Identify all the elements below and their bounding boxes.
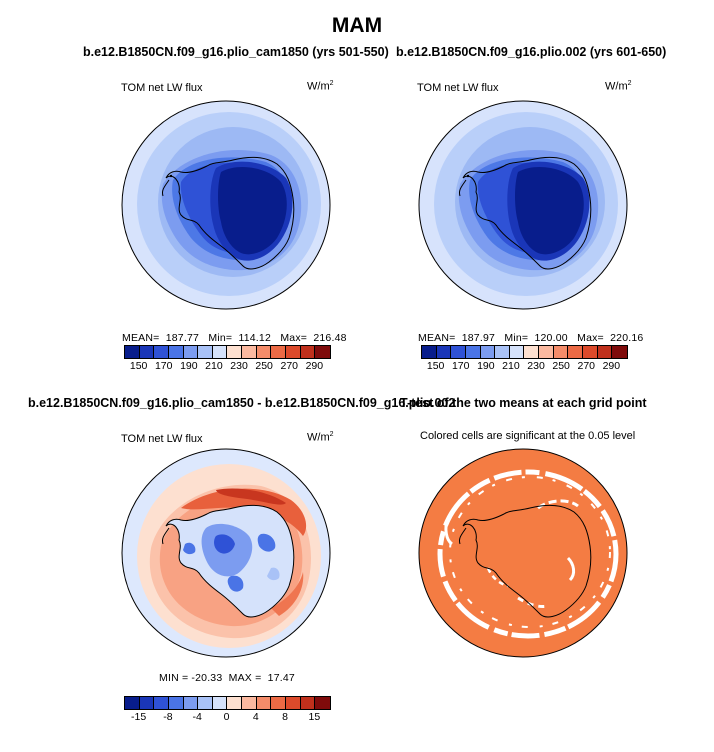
colorbar-swatch (612, 346, 627, 358)
colorbar-swatch (183, 697, 199, 709)
colorbar-swatch (300, 697, 316, 709)
panel1-subtitle: TOM net LW flux (121, 82, 203, 94)
colorbar-swatch (168, 697, 184, 709)
colorbar-tick-label: 250 (255, 360, 273, 372)
colorbar-swatch (597, 346, 613, 358)
colorbar-tick-label: -15 (131, 711, 147, 723)
panel3-title: b.e12.B1850CN.f09_g16.plio_cam1850 - b.e… (28, 396, 456, 410)
colorbar-tick-label: 150 (426, 360, 445, 372)
panel1-colorbar (124, 345, 331, 359)
panel2-title: b.e12.B1850CN.f09_g16.plio.002 (yrs 601-… (396, 45, 667, 59)
colorbar-swatch (154, 697, 169, 709)
colorbar-tick-label: 210 (502, 360, 520, 372)
colorbar-swatch (315, 346, 330, 358)
panel2-subtitle: TOM net LW flux (417, 82, 499, 94)
colorbar-swatch (583, 346, 598, 358)
panel3-units: W/m2 (307, 431, 334, 444)
panel3-colorbar (124, 696, 331, 710)
panel2-units: W/m2 (605, 80, 632, 93)
panel1-stats: MEAN= 187.77 Min= 114.12 Max= 216.48 (122, 332, 347, 344)
colorbar-swatch (242, 697, 257, 709)
colorbar-swatch (256, 697, 272, 709)
colorbar-swatch (539, 346, 554, 358)
colorbar-swatch (509, 346, 525, 358)
colorbar-tick-label: -8 (163, 711, 173, 723)
colorbar-tick-label: 0 (223, 711, 230, 723)
panel4-map (418, 448, 628, 658)
panel1-map (121, 100, 331, 310)
colorbar-swatch (139, 346, 155, 358)
colorbar-tick-label: 290 (602, 360, 621, 372)
panel1-units: W/m2 (307, 80, 334, 93)
colorbar-swatch (315, 697, 330, 709)
colorbar-tick-label: 290 (305, 360, 324, 372)
panel2-colorbar-ticks: 150 170 190 210 230 250 270 290 (421, 360, 626, 374)
colorbar-swatch (168, 346, 184, 358)
colorbar-tick-label: 170 (154, 360, 173, 372)
panel4-subtitle: Colored cells are significant at the 0.0… (420, 430, 636, 442)
colorbar-swatch (227, 697, 243, 709)
colorbar-tick-label: -4 (192, 711, 202, 723)
panel2-stats: MEAN= 187.97 Min= 120.00 Max= 220.16 (418, 332, 644, 344)
colorbar-swatch (495, 346, 510, 358)
panel3-colorbar-ticks: -15 -8 -4 0 4 8 15 (124, 711, 329, 725)
colorbar-swatch (227, 346, 243, 358)
colorbar-swatch (271, 346, 287, 358)
colorbar-swatch (198, 346, 213, 358)
colorbar-tick-label: 270 (577, 360, 596, 372)
panel1-title: b.e12.B1850CN.f09_g16.plio_cam1850 (yrs … (83, 45, 389, 59)
colorbar-tick-label: 8 (282, 711, 288, 723)
colorbar-tick-label: 250 (552, 360, 570, 372)
colorbar-swatch (125, 697, 140, 709)
colorbar-tick-label: 15 (308, 711, 321, 723)
colorbar-tick-label: 270 (280, 360, 299, 372)
colorbar-tick-label: 230 (527, 360, 545, 372)
panel3-stats: MIN = -20.33 MAX = 17.47 (159, 672, 295, 684)
colorbar-swatch (286, 346, 301, 358)
colorbar-swatch (422, 346, 437, 358)
panel3-map (121, 448, 331, 658)
colorbar-swatch (465, 346, 481, 358)
panel4-title: T-test of the two means at each grid poi… (400, 396, 647, 410)
colorbar-swatch (125, 346, 140, 358)
panel2-map (418, 100, 628, 310)
colorbar-swatch (451, 346, 466, 358)
figure-title: MAM (331, 14, 383, 37)
colorbar-swatch (198, 697, 213, 709)
colorbar-swatch (300, 346, 316, 358)
colorbar-swatch (139, 697, 155, 709)
panel3-subtitle: TOM net LW flux (121, 433, 203, 445)
colorbar-swatch (568, 346, 584, 358)
panel2-colorbar (421, 345, 628, 359)
colorbar-swatch (212, 697, 228, 709)
colorbar-tick-label: 4 (252, 711, 259, 723)
colorbar-swatch (154, 346, 169, 358)
colorbar-tick-label: 190 (477, 360, 495, 372)
colorbar-swatch (480, 346, 496, 358)
colorbar-tick-label: 190 (180, 360, 198, 372)
colorbar-tick-label: 230 (230, 360, 248, 372)
colorbar-swatch (256, 346, 272, 358)
panel1-colorbar-ticks: 150 170 190 210 230 250 270 290 (124, 360, 329, 374)
colorbar-swatch (524, 346, 540, 358)
colorbar-swatch (271, 697, 287, 709)
colorbar-swatch (286, 697, 301, 709)
colorbar-tick-label: 150 (129, 360, 148, 372)
colorbar-swatch (553, 346, 569, 358)
colorbar-tick-label: 210 (205, 360, 223, 372)
colorbar-swatch (183, 346, 199, 358)
colorbar-swatch (436, 346, 452, 358)
colorbar-swatch (242, 346, 257, 358)
colorbar-swatch (212, 346, 228, 358)
colorbar-tick-label: 170 (451, 360, 470, 372)
